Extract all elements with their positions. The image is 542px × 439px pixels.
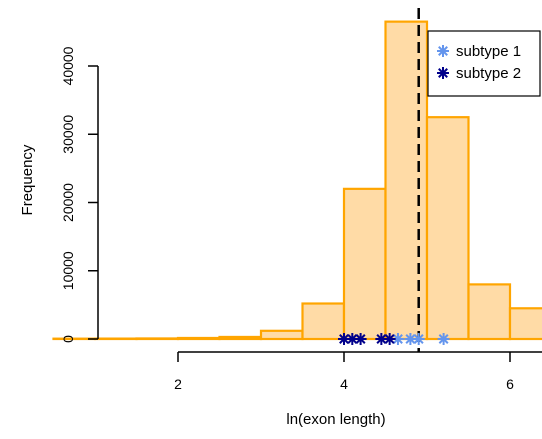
point-1-2	[412, 333, 425, 345]
histogram-bar-11	[508, 307, 542, 341]
y-tick-label-3: 30000	[60, 115, 76, 154]
histogram-bar-9	[425, 116, 470, 341]
point-1-3	[437, 333, 450, 345]
histogram-bar-3	[176, 336, 221, 341]
legend-label-2: subtype 2	[456, 65, 521, 82]
y-axis-label: Frequency	[19, 144, 36, 215]
histogram-bar-7	[342, 187, 387, 341]
x-tick-label-1: 4	[340, 376, 348, 392]
histogram-bar-10	[467, 283, 512, 341]
subtype-points	[338, 333, 450, 345]
point-2-4	[383, 333, 396, 345]
x-tick-label-0: 2	[174, 376, 182, 392]
y-tick-label-4: 40000	[60, 46, 76, 85]
histogram-bar-4	[218, 335, 263, 341]
histogram-bar-5	[259, 329, 304, 341]
histogram-bar-6	[301, 302, 346, 341]
point-2-2	[354, 333, 367, 345]
point-2-0	[338, 333, 350, 345]
histogram-bar-8	[384, 20, 429, 341]
legend-marker-1	[437, 45, 449, 57]
legend-label-1: subtype 1	[456, 43, 521, 60]
legend-marker-2	[437, 67, 449, 79]
y-tick-label-1: 10000	[60, 251, 76, 290]
y-tick-label-0: 0	[60, 335, 76, 343]
x-tick-label-2: 6	[506, 376, 514, 392]
x-axis: 246810	[174, 351, 542, 392]
legend: subtype 1 subtype 2	[427, 30, 541, 97]
y-tick-label-2: 20000	[60, 183, 76, 222]
histogram-bar-2	[135, 337, 180, 341]
x-axis-label: ln(exon length)	[286, 411, 385, 428]
legend-box	[427, 30, 541, 97]
y-axis: 0 10000 20000 30000 40000	[60, 46, 99, 343]
